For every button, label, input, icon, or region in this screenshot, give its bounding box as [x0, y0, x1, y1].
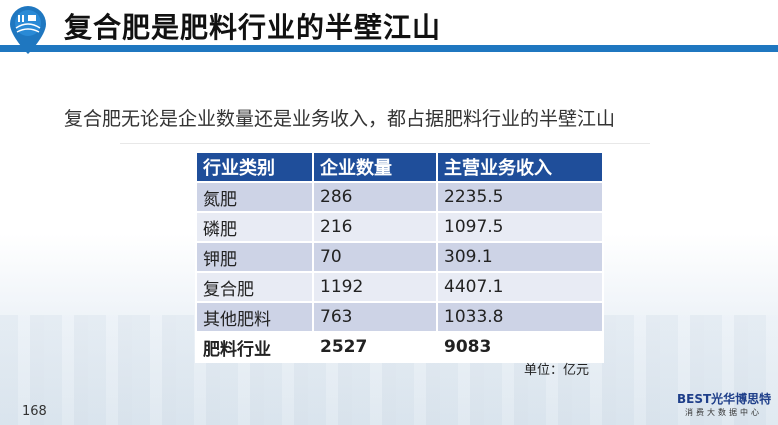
table-row: 复合肥 1192 4407.1	[195, 271, 604, 303]
cell: 216	[312, 211, 438, 243]
cell: 肥料行业	[195, 331, 314, 363]
table-row: 钾肥 70 309.1	[195, 241, 604, 273]
cell: 4407.1	[436, 271, 604, 303]
page-title: 复合肥是肥料行业的半壁江山	[64, 11, 442, 44]
cell: 763	[312, 301, 438, 333]
cell: 钾肥	[195, 241, 314, 273]
column-header: 企业数量	[312, 151, 438, 183]
cell: 磷肥	[195, 211, 314, 243]
brand-name: BEST光华博思特	[677, 392, 772, 406]
unit-label: 单位：亿元	[524, 363, 590, 378]
header-bar	[0, 45, 778, 52]
brand-logo: BEST光华博思特 消费大数据中心	[677, 390, 772, 418]
cell: 309.1	[436, 241, 604, 273]
page-number: 168	[22, 404, 47, 419]
table-header: 行业类别 企业数量 主营业务收入	[195, 151, 604, 183]
cell: 286	[312, 181, 438, 213]
cell: 复合肥	[195, 271, 314, 303]
fertilizer-table: 行业类别 企业数量 主营业务收入 氮肥 286 2235.5 磷肥 216 1097.5…	[195, 151, 604, 363]
divider	[120, 143, 650, 144]
cell: 2235.5	[436, 181, 604, 213]
cell: 氮肥	[195, 181, 314, 213]
cell: 70	[312, 241, 438, 273]
cell: 1097.5	[436, 211, 604, 243]
table-row: 磷肥 216 1097.5	[195, 211, 604, 243]
cell: 1033.8	[436, 301, 604, 333]
cell: 其他肥料	[195, 301, 314, 333]
column-header: 行业类别	[195, 151, 314, 183]
brand-tagline: 消费大数据中心	[685, 408, 762, 417]
cell: 1192	[312, 271, 438, 303]
subtitle: 复合肥无论是企业数量还是业务收入，都占据肥料行业的半壁江山	[64, 108, 616, 130]
total-row: 肥料行业 2527 9083	[195, 331, 604, 363]
column-header: 主营业务收入	[436, 151, 604, 183]
cell: 9083	[436, 331, 604, 363]
table-row: 其他肥料 763 1033.8	[195, 301, 604, 333]
table-row: 氮肥 286 2235.5	[195, 181, 604, 213]
cell: 2527	[312, 331, 438, 363]
map-pin-logo-icon	[10, 6, 46, 54]
